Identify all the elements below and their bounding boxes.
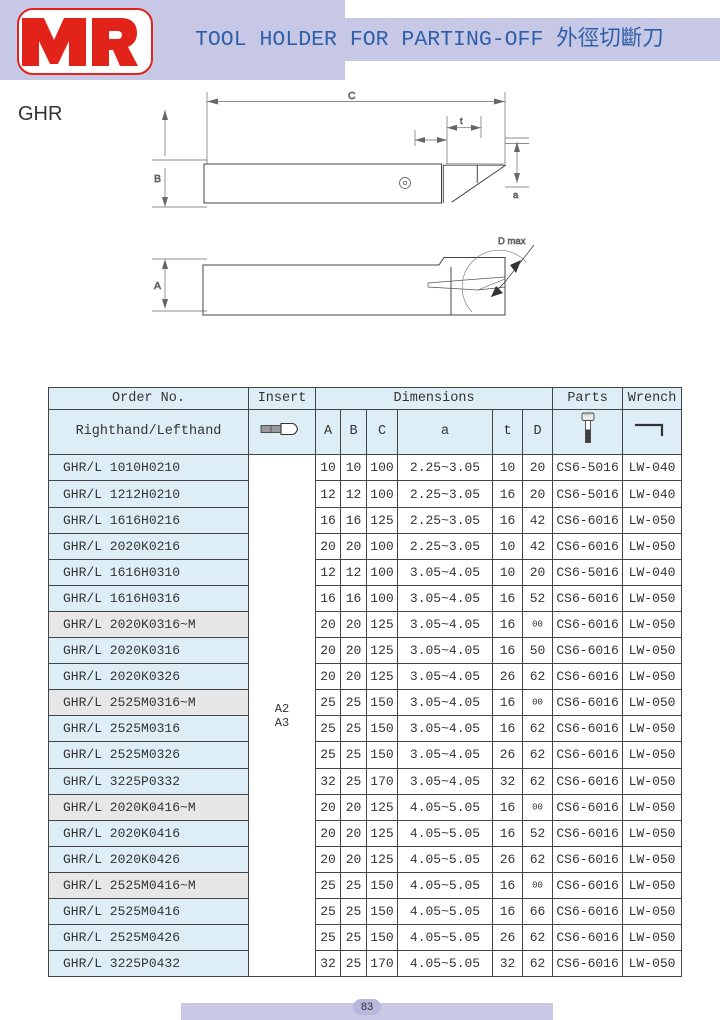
svg-text:A: A bbox=[154, 280, 161, 292]
svg-text:t: t bbox=[460, 116, 463, 127]
svg-text:B: B bbox=[154, 173, 161, 185]
svg-text:D max: D max bbox=[498, 236, 526, 247]
svg-text:a: a bbox=[513, 190, 519, 201]
svg-text:C: C bbox=[348, 90, 356, 102]
